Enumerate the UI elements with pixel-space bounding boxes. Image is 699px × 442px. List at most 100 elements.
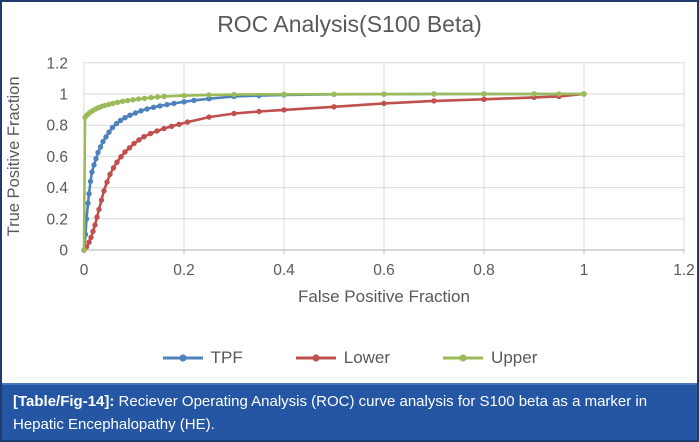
series-Lower-marker xyxy=(88,234,94,241)
series-TPF-marker xyxy=(191,97,197,104)
series-TPF-marker xyxy=(109,124,116,131)
series-TPF-marker xyxy=(103,134,109,140)
plot-area: 0 0.2 0.4 0.6 0.8 1 1.2 0 0.2 0.4 0.6 0.8 1 1.2 False … xyxy=(5,55,695,306)
y-tick-label: 1 xyxy=(59,87,68,104)
series-Upper-marker xyxy=(119,98,126,104)
series-Upper-marker xyxy=(431,91,437,97)
series-TPF-marker xyxy=(164,101,170,108)
series-Lower-marker xyxy=(256,108,262,115)
series-Upper-marker xyxy=(381,91,387,97)
y-tick-label: 1.2 xyxy=(46,55,68,72)
x-tick-label: 0.8 xyxy=(473,262,495,279)
x-tick-label: 0.6 xyxy=(373,262,395,279)
series-Upper-marker xyxy=(110,100,116,107)
series-Lower-marker xyxy=(431,98,437,104)
series-Upper-marker xyxy=(581,91,587,97)
legend-item-upper: Upper xyxy=(442,348,537,368)
legend-label: Lower xyxy=(343,348,391,367)
series-Upper-marker xyxy=(331,91,337,97)
series-Lower-marker xyxy=(136,137,142,143)
y-tick-label: 0 xyxy=(59,243,68,260)
series-TPF-marker xyxy=(95,149,101,156)
series-Upper-marker xyxy=(141,95,148,102)
x-tick-label: 1 xyxy=(580,262,589,279)
series-Lower-marker xyxy=(94,214,100,220)
series-Lower-marker xyxy=(92,222,98,228)
series-TPF-marker xyxy=(144,106,150,112)
series-TPF xyxy=(81,91,587,253)
y-tick-label: 0.2 xyxy=(46,211,68,228)
series-TPF-marker xyxy=(100,138,106,145)
series-Lower-marker xyxy=(331,104,337,110)
series-TPF-marker xyxy=(106,129,112,135)
series-Lower-marker xyxy=(141,134,147,140)
roc-chart: ROC Analysis(S100 Beta) 0 0.2 0.4 0.6 0.8 1 1.… xyxy=(2,2,697,385)
series-Lower-marker xyxy=(131,140,137,147)
series-Lower-marker xyxy=(381,100,387,107)
series-TPF-marker xyxy=(171,100,177,107)
series-TPF-marker xyxy=(97,144,104,150)
x-axis xyxy=(83,249,685,254)
series-Lower-marker xyxy=(110,165,117,171)
x-tick-label: 0 xyxy=(80,262,89,279)
series-Lower-marker xyxy=(126,145,133,151)
legend-label: TPF xyxy=(210,348,243,367)
legend-line-marker-icon xyxy=(443,354,484,362)
series-Lower-marker xyxy=(154,128,160,134)
series-TPF-marker xyxy=(93,156,99,162)
tick-labels: 0 0.2 0.4 0.6 0.8 1 1.2 0 0.2 0.4 0.6 0.8 1 1.2 xyxy=(46,55,694,279)
series-TPF-marker xyxy=(132,110,139,116)
caption-bar: [Table/Fig-14]: Reciever Operating Analy… xyxy=(2,383,697,440)
series-Upper-marker xyxy=(154,94,161,100)
series-Lower-marker xyxy=(168,123,175,129)
series-TPF-marker xyxy=(91,162,97,168)
series-Lower-line xyxy=(82,92,586,252)
series-Upper-marker xyxy=(181,92,187,99)
series-Lower-marker xyxy=(86,239,92,245)
series-Lower-marker xyxy=(96,206,102,213)
series-Upper-marker xyxy=(81,247,87,253)
series-Upper xyxy=(81,91,587,253)
series-TPF-marker xyxy=(117,117,124,124)
series-Lower-marker xyxy=(184,119,191,125)
series-Upper-marker xyxy=(114,99,121,105)
series-Lower-marker xyxy=(231,110,237,117)
series-Upper-marker xyxy=(281,91,287,97)
series-Lower-marker xyxy=(101,188,107,194)
series-TPF-marker xyxy=(138,108,144,114)
series-Lower-marker xyxy=(481,96,487,102)
series-Lower-marker xyxy=(161,125,167,132)
series-Upper-marker xyxy=(206,92,212,98)
caption-label: [Table/Fig-14]: xyxy=(13,393,115,410)
series-TPF-marker xyxy=(127,112,133,118)
series-Upper-marker xyxy=(231,91,237,98)
series-TPF-marker xyxy=(206,96,212,102)
series-TPF-marker xyxy=(86,191,92,197)
series-TPF-marker xyxy=(87,178,94,185)
series-Upper-line xyxy=(82,92,586,252)
series-Upper-marker xyxy=(556,91,562,97)
series-TPF-marker xyxy=(122,115,128,121)
series-Lower-marker xyxy=(98,197,105,203)
chart-title: ROC Analysis(S100 Beta) xyxy=(217,11,482,37)
series-Lower-marker xyxy=(147,130,154,137)
series-Lower-marker xyxy=(104,179,110,185)
caption-text: Reciever Operating Analysis (ROC) curve … xyxy=(13,393,648,433)
series-TPF-marker xyxy=(150,104,157,110)
series-Lower-marker xyxy=(176,121,182,128)
legend-item-tpf: TPF xyxy=(162,348,243,368)
series-TPF-marker xyxy=(181,99,187,105)
legend-item-lower: Lower xyxy=(295,348,390,368)
series-Lower-marker xyxy=(114,159,120,165)
legend-line-marker-icon xyxy=(162,354,203,362)
x-tick-label: 1.2 xyxy=(673,262,695,279)
series-Lower-marker xyxy=(281,107,287,113)
series-TPF-marker xyxy=(89,169,95,175)
series-Lower-marker xyxy=(90,228,96,234)
series-TPF-line xyxy=(82,92,586,252)
series-Upper-marker xyxy=(481,91,487,97)
series-Upper-marker xyxy=(161,93,167,100)
series-Lower-marker xyxy=(107,171,113,177)
series-Upper-marker xyxy=(135,96,142,102)
